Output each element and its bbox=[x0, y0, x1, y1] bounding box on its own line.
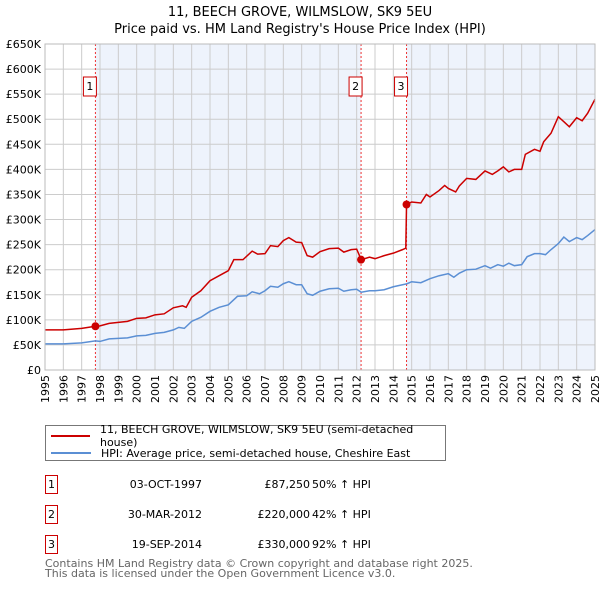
y-tick-label: £600K bbox=[6, 63, 42, 76]
x-tick-label: 2023 bbox=[552, 375, 565, 403]
legend-item-hpi: HPI: Average price, semi-detached house,… bbox=[51, 445, 410, 461]
x-tick-label: 2000 bbox=[131, 375, 144, 403]
x-tick-label: 2025 bbox=[589, 375, 600, 403]
y-tick-label: £50K bbox=[13, 339, 42, 352]
x-tick-label: 2004 bbox=[204, 375, 217, 403]
y-tick-label: £250K bbox=[6, 239, 42, 252]
y-tick-label: £200K bbox=[6, 264, 42, 277]
sale-hpi-change: 92% ↑ HPI bbox=[312, 538, 371, 551]
y-tick-label: £100K bbox=[6, 314, 42, 327]
x-tick-label: 2018 bbox=[461, 375, 474, 403]
sale-point bbox=[91, 322, 100, 331]
x-tick-label: 1995 bbox=[39, 375, 52, 403]
x-tick-label: 2013 bbox=[369, 375, 382, 403]
blue-line-swatch bbox=[51, 452, 91, 454]
x-tick-label: 2008 bbox=[277, 375, 290, 403]
x-tick-label: 2007 bbox=[259, 375, 272, 403]
x-tick-label: 2005 bbox=[222, 375, 235, 403]
sale-row: 2 30-MAR-2012 £220,000 42% ↑ HPI bbox=[45, 505, 465, 525]
sale-row: 3 19-SEP-2014 £330,000 92% ↑ HPI bbox=[45, 535, 465, 555]
y-tick-label: £300K bbox=[6, 214, 42, 227]
x-tick-label: 2021 bbox=[516, 375, 529, 403]
x-tick-label: 2011 bbox=[332, 375, 345, 403]
y-tick-label: £0 bbox=[27, 364, 41, 377]
x-tick-label: 2009 bbox=[296, 375, 309, 403]
y-tick-label: £350K bbox=[6, 188, 42, 201]
y-tick-label: £650K bbox=[6, 38, 42, 51]
price-chart: 1995 1996 1997 1998 1999 2000 2001 2002 2003 2004… bbox=[6, 38, 600, 403]
x-tick-label: 1997 bbox=[76, 375, 89, 403]
x-tick-label: 2019 bbox=[479, 375, 492, 403]
y-tick-label: £500K bbox=[6, 113, 42, 126]
legend-item-property: 11, BEECH GROVE, WILMSLOW, SK9 5EU (semi… bbox=[51, 423, 445, 449]
y-tick-label: £450K bbox=[6, 138, 42, 151]
sale-row: 1 03-OCT-1997 £87,250 50% ↑ HPI bbox=[45, 475, 465, 495]
sale-marker-box: 3 bbox=[45, 535, 58, 554]
x-tick-label: 2001 bbox=[149, 375, 162, 403]
sale-marker-box bbox=[82, 76, 97, 97]
x-tick-label: 1999 bbox=[112, 375, 125, 403]
footer-line: Contains HM Land Registry data © Crown c… bbox=[45, 557, 473, 570]
x-tick-label: 2006 bbox=[241, 375, 254, 403]
sale-date: 19-SEP-2014 bbox=[131, 538, 202, 551]
x-tick-label: 2015 bbox=[406, 375, 419, 403]
x-tick-label: 2003 bbox=[186, 375, 199, 403]
legend-label: 11, BEECH GROVE, WILMSLOW, SK9 5EU (semi… bbox=[99, 423, 414, 449]
sale-point bbox=[357, 255, 366, 264]
x-tick-label: 2014 bbox=[387, 375, 400, 403]
sale-hpi-change: 42% ↑ HPI bbox=[312, 508, 371, 521]
y-tick-label: £150K bbox=[6, 289, 42, 302]
x-tick-label: 2022 bbox=[534, 375, 547, 403]
y-tick-label: £400K bbox=[6, 163, 42, 176]
footer-line: This data is licensed under the Open Gov… bbox=[45, 567, 396, 580]
x-tick-label: 2012 bbox=[351, 375, 364, 403]
legend-label: HPI: Average price, semi-detached house,… bbox=[101, 446, 411, 460]
sale-marker-box: 1 bbox=[45, 475, 58, 494]
sale-price: £220,000 bbox=[257, 508, 311, 521]
sale-marker-box bbox=[394, 76, 409, 97]
x-tick-label: 1996 bbox=[57, 375, 70, 403]
sale-point bbox=[402, 200, 411, 209]
x-tick-label: 1998 bbox=[94, 375, 107, 403]
x-tick-label: 2024 bbox=[571, 375, 584, 403]
x-tick-label: 2010 bbox=[314, 375, 327, 403]
sale-date: 30-MAR-2012 bbox=[127, 508, 202, 521]
red-line-swatch bbox=[51, 435, 90, 437]
x-tick-label: 2002 bbox=[167, 375, 180, 403]
y-tick-label: £550K bbox=[6, 88, 42, 101]
hpi-line bbox=[45, 228, 596, 345]
sale-marker-box bbox=[348, 76, 363, 97]
sale-hpi-change: 50% ↑ HPI bbox=[312, 478, 371, 491]
x-tick-label: 2020 bbox=[497, 375, 510, 403]
sale-marker-label: 1 bbox=[86, 80, 93, 93]
sale-price: £330,000 bbox=[257, 538, 311, 551]
x-tick-label: 2017 bbox=[442, 375, 455, 403]
title-line: 11, BEECH GROVE, WILMSLOW, SK9 5EU bbox=[167, 5, 433, 20]
legend: 11, BEECH GROVE, WILMSLOW, SK9 5EU (semi… bbox=[45, 423, 446, 461]
sale-date: 03-OCT-1997 bbox=[129, 478, 202, 491]
sale-marker-box: 2 bbox=[45, 505, 58, 524]
plot-border bbox=[44, 43, 596, 371]
shaded-period bbox=[406, 44, 595, 370]
sale-price: £87,250 bbox=[264, 478, 311, 491]
x-tick-label: 2016 bbox=[424, 375, 437, 403]
sale-marker-label: 3 bbox=[398, 80, 405, 93]
footer: Contains HM Land Registry data © Crown c… bbox=[45, 557, 473, 580]
property-price-line bbox=[45, 98, 596, 331]
sale-marker-label: 2 bbox=[352, 80, 359, 93]
subtitle-line: Price paid vs. HM Land Registry's House … bbox=[114, 22, 486, 37]
chart-title: 11, BEECH GROVE, WILMSLOW, SK9 5EU Price… bbox=[0, 4, 600, 38]
